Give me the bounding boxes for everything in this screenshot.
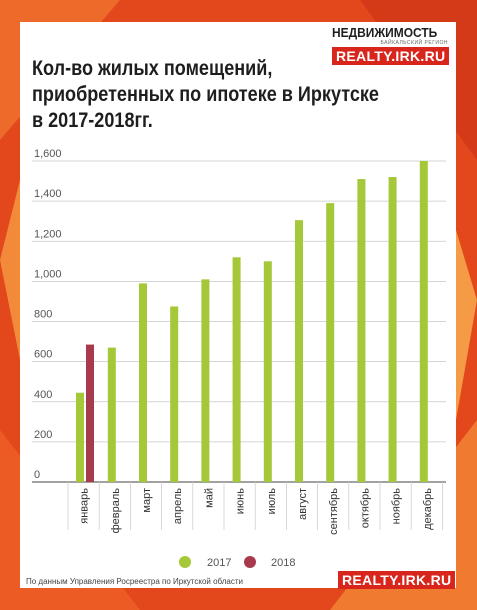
legend-marker-2017 <box>179 556 191 568</box>
y-tick-label: 1,400 <box>34 188 62 200</box>
bar-2017-декабрь <box>419 161 428 482</box>
logo-badge: REALTY.IRK.RU <box>332 47 450 65</box>
footer-site-badge[interactable]: REALTY.IRK.RU <box>338 571 456 589</box>
bar-layer <box>76 161 428 483</box>
y-tick-label: 1,600 <box>34 148 62 160</box>
x-tick-label: январь <box>79 488 91 524</box>
bar-2017-май <box>201 279 210 482</box>
x-tick-label: май <box>203 488 215 508</box>
x-tick-label: июль <box>266 488 278 515</box>
bar-2017-июль <box>263 261 272 482</box>
logo-tagline: БАЙКАЛЬСКИЙ РЕГИОН <box>380 40 448 46</box>
legend-label-2017: 2017 <box>207 557 231 569</box>
bar-2017-октябрь <box>357 179 366 482</box>
logo-wordmark: НЕДВИЖИМОСТЬ <box>332 25 438 40</box>
x-tick-label: апрель <box>172 488 184 524</box>
x-tick-label: август <box>297 488 309 520</box>
y-tick-label: 400 <box>34 389 52 401</box>
x-label-layer: январь февраль март апрель май июнь июль август… <box>79 488 434 535</box>
y-tick-label: 1,000 <box>34 268 62 280</box>
bar-2017-август <box>295 220 303 482</box>
title-line-3: в 2017-2018гг. <box>32 109 153 132</box>
x-tick-label: ноябрь <box>391 488 403 525</box>
bar-2017-июнь <box>232 257 241 482</box>
x-tick-label: июнь <box>235 488 247 514</box>
brand-logo[interactable]: НЕДВИЖИМОСТЬ БАЙКАЛЬСКИЙ РЕГИОН REALTY.I… <box>332 26 454 66</box>
bar-2017-январь <box>76 392 84 482</box>
y-tick-label: 600 <box>34 349 52 361</box>
x-tick-label: март <box>141 488 153 513</box>
source-note: По данным Управления Росреестра по Иркут… <box>26 577 244 586</box>
y-tick-label: 1,200 <box>34 228 62 240</box>
y-tick-label: 0 <box>34 469 40 481</box>
legend: 2017 2018 <box>179 556 295 569</box>
bar-2017-ноябрь <box>388 177 397 483</box>
bar-2017-сентябрь <box>326 203 335 482</box>
x-tick-label: сентябрь <box>328 488 340 535</box>
y-tick-label: 800 <box>34 309 52 321</box>
x-tick-label: декабрь <box>422 488 434 530</box>
bar-2017-апрель <box>170 306 179 482</box>
legend-marker-2018 <box>244 556 256 568</box>
bar-2017-февраль <box>107 347 116 482</box>
title-line-1: Кол-во жилых помещений, <box>32 57 273 80</box>
x-tick-label: февраль <box>110 488 122 534</box>
bar-2017-март <box>139 283 147 482</box>
legend-label-2018: 2018 <box>271 557 295 569</box>
y-tick-label: 200 <box>34 429 52 441</box>
x-tick-label: октябрь <box>359 488 371 528</box>
bar-2018-январь <box>86 344 94 482</box>
